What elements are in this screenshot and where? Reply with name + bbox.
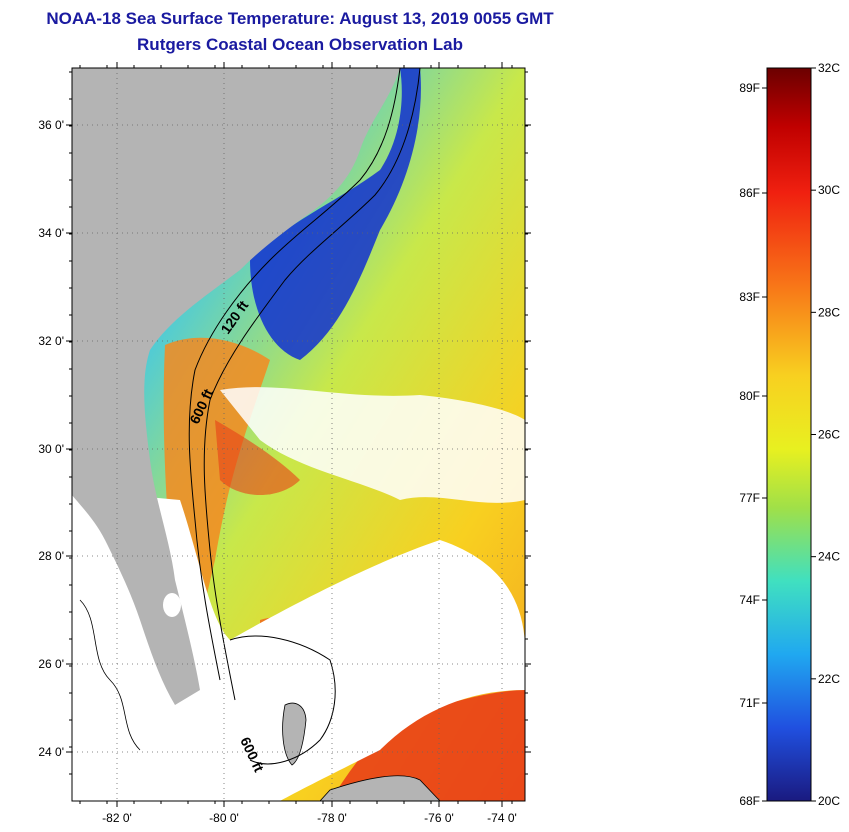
colorbar-fahrenheit-label: 89F xyxy=(739,81,760,95)
cloud-cover xyxy=(220,387,525,503)
map-subtitle: Rutgers Coastal Ocean Observation Lab xyxy=(137,35,463,54)
graticule xyxy=(72,68,525,801)
lon-tick-label: -80 0' xyxy=(209,811,239,825)
lat-tick-label: 32 0' xyxy=(38,334,64,348)
colorbar xyxy=(766,67,812,802)
lon-tick-label: -78 0' xyxy=(317,811,347,825)
map-frame xyxy=(71,67,526,802)
colorbar-fahrenheit-label: 80F xyxy=(739,389,760,403)
cuba-coast xyxy=(319,775,441,801)
contour-gulf xyxy=(79,599,141,751)
lat-tick-label: 28 0' xyxy=(38,549,64,563)
lat-tick-label: 30 0' xyxy=(38,442,64,456)
colorbar-celsius-label: 28C xyxy=(818,305,840,319)
lon-tick-label: -74 0' xyxy=(487,811,517,825)
cloud-cover-south xyxy=(72,490,525,801)
bahamas-island xyxy=(282,702,307,766)
colorbar-celsius-label: 30C xyxy=(818,183,840,197)
lat-tick-label: 34 0' xyxy=(38,226,64,240)
warm-water-southeast xyxy=(330,690,525,801)
colorbar-fahrenheit-label: 68F xyxy=(739,794,760,808)
lat-tick-label: 26 0' xyxy=(38,657,64,671)
colorbar-celsius-label: 32C xyxy=(818,61,840,75)
colorbar-fahrenheit-label: 86F xyxy=(739,186,760,200)
colorbar-fahrenheit-label: 74F xyxy=(739,593,760,607)
lon-tick-label: -82 0' xyxy=(102,811,132,825)
contour-bahamas xyxy=(229,635,336,765)
colorbar-celsius-label: 20C xyxy=(818,794,840,808)
colorbar-fahrenheit-label: 71F xyxy=(739,696,760,710)
colorbar-fahrenheit-label: 83F xyxy=(739,290,760,304)
colorbar-celsius-label: 22C xyxy=(818,672,840,686)
warm-core xyxy=(215,420,300,495)
lake-okeechobee xyxy=(163,593,181,617)
contour-600ft xyxy=(203,68,421,701)
map-title: NOAA-18 Sea Surface Temperature: August … xyxy=(46,9,554,28)
colorbar-celsius-label: 24C xyxy=(818,550,840,564)
lat-tick-label: 24 0' xyxy=(38,745,64,759)
lat-tick-label: 36 0' xyxy=(38,118,64,132)
cold-coastal-water xyxy=(250,68,421,360)
contour-120ft xyxy=(188,68,401,681)
lon-tick-label: -76 0' xyxy=(424,811,454,825)
colorbar-fahrenheit-label: 77F xyxy=(739,491,760,505)
land xyxy=(72,68,400,705)
colorbar-celsius-label: 26C xyxy=(818,428,840,442)
